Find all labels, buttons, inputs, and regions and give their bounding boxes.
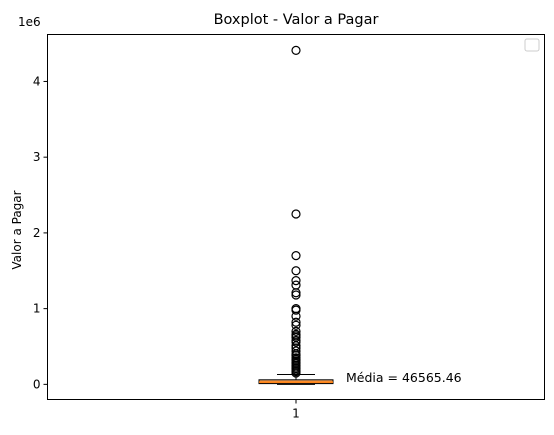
outlier-point-34 [291, 368, 301, 378]
plot-area [258, 45, 334, 385]
outlier-point-9 [291, 305, 301, 315]
outlier-point-2 [291, 251, 301, 261]
outlier-point-3 [291, 266, 301, 276]
outlier-point-10 [291, 311, 301, 321]
chart-title: Boxplot - Valor a Pagar [214, 12, 379, 28]
legend [524, 38, 540, 52]
outlier-point-4 [291, 276, 301, 286]
outlier-point-12 [291, 320, 301, 330]
outlier-point-11 [291, 317, 301, 327]
outlier-point-1 [291, 209, 301, 219]
x-tick-label-0: 1 [292, 407, 300, 421]
plot-frame [47, 34, 545, 400]
mean-annotation: Média = 46565.46 [346, 370, 462, 385]
outlier-point-0 [291, 45, 301, 56]
y-tick-label-2: 2 [33, 226, 41, 240]
y-tick-label-3: 3 [33, 150, 41, 164]
y-tick-label-1: 1 [33, 302, 41, 316]
outlier-point-18 [291, 337, 301, 347]
y-tick-label-0: 0 [33, 377, 41, 391]
y-offset-label: 1e6 [18, 15, 41, 29]
outlier-point-13 [291, 326, 301, 336]
outlier-point-7 [291, 290, 301, 300]
y-tick-label-4: 4 [33, 74, 41, 88]
outlier-point-6 [291, 288, 301, 298]
legend-box [524, 38, 540, 52]
y-axis-label: Valor a Pagar [10, 190, 24, 269]
